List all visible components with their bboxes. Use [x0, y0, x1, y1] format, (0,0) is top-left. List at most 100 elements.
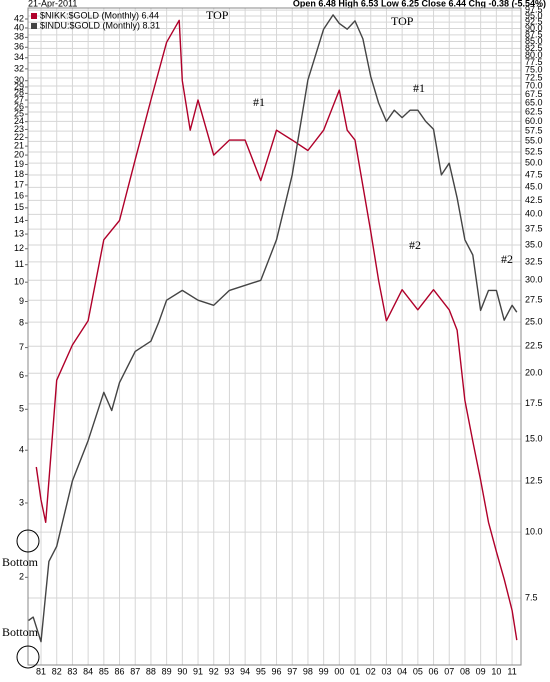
y-tick-label: 18: [14, 169, 24, 179]
x-tick-label: 99: [319, 666, 329, 676]
legend-swatch: [31, 13, 37, 19]
circle-marker: [16, 529, 40, 553]
y-tick-label: 30: [14, 75, 24, 85]
y-tick-label: 11: [15, 259, 24, 269]
x-tick-label: 92: [209, 666, 219, 676]
y2-tick-label: 37.5: [525, 224, 543, 234]
x-tick-label: 08: [460, 666, 470, 676]
y2-tick-label: 52.5: [525, 146, 543, 156]
x-tick-label: 83: [67, 666, 77, 676]
y2-tick-label: 20.0: [525, 368, 543, 378]
legend: $NIKK:$GOLD (Monthly) 6.44$INDU:$GOLD (M…: [31, 10, 160, 30]
annotation: TOP: [391, 14, 414, 28]
y-tick-label: 34: [14, 52, 24, 62]
x-tick-label: 01: [350, 666, 360, 676]
y2-tick-label: 32.5: [525, 256, 543, 266]
y-tick-label: 32: [14, 63, 24, 73]
annotation: #2: [501, 252, 513, 266]
y-tick-label: 26: [14, 101, 24, 111]
y-tick-label: 36: [14, 42, 24, 52]
y2-tick-label: 57.5: [525, 126, 543, 136]
grid: 81 82 83 84 85 86 87 88 89 90 91 92 93 94 95 96 97 98 99 00…: [14, 4, 543, 676]
y-tick-label: 3: [19, 497, 24, 507]
annotation: #2: [409, 238, 421, 252]
y2-tick-label: 50.0: [525, 158, 543, 168]
x-tick-label: 09: [476, 666, 486, 676]
legend-label: $NIKK:$GOLD (Monthly) 6.44: [40, 10, 159, 20]
y2-tick-label: 85.0: [525, 36, 543, 46]
y2-tick-label: 30.0: [525, 275, 543, 285]
y2-tick-label: 45.0: [525, 182, 543, 192]
annotation: TOP: [206, 8, 229, 22]
y2-tick-label: 47.5: [525, 169, 543, 179]
y-tick-label: 5: [19, 404, 24, 414]
y-tick-label: 20: [14, 149, 24, 159]
y-tick-label: 8: [19, 317, 24, 327]
x-tick-label: 98: [303, 666, 313, 676]
y-tick-label: 7: [19, 342, 24, 352]
y-tick-label: 40: [14, 22, 24, 32]
y-tick-label: 16: [14, 190, 24, 200]
x-tick-label: 04: [397, 666, 407, 676]
y-tick-label: 38: [14, 32, 24, 42]
x-tick-label: 91: [193, 666, 203, 676]
chart-date: 21-Apr-2011: [28, 0, 77, 8]
y-tick-label: 27: [14, 94, 24, 104]
y-tick-label: 12: [14, 243, 24, 253]
y2-tick-label: 72.5: [525, 72, 543, 82]
y2-tick-label: 22.5: [525, 341, 543, 351]
y2-tick-label: 7.5: [525, 592, 538, 602]
y2-tick-label: 92.5: [525, 17, 543, 27]
y-tick-label: 17: [14, 179, 24, 189]
plot-series: [28, 14, 518, 643]
y-tick-label: 10: [14, 277, 24, 287]
y2-tick-label: 87.5: [525, 29, 543, 39]
x-tick-label: 05: [413, 666, 423, 676]
y2-tick-label: 12.5: [525, 475, 543, 485]
plot-frame: [27, 7, 522, 666]
y2-tick-label: 67.5: [525, 89, 543, 99]
y2-tick-label: 10.0: [525, 526, 543, 536]
y2-tick-label: 27.5: [525, 295, 543, 305]
y2-tick-label: 17.5: [525, 398, 543, 408]
y-tick-label: 13: [14, 228, 24, 238]
annotation: Bottom: [2, 555, 39, 569]
y2-tick-label: 95.0: [525, 10, 543, 20]
x-tick-label: 84: [83, 666, 93, 676]
x-tick-label: 88: [146, 666, 156, 676]
x-tick-label: 03: [381, 666, 391, 676]
y2-tick-label: 80.0: [525, 50, 543, 60]
y2-tick-label: 60.0: [525, 116, 543, 126]
x-tick-label: 02: [366, 666, 376, 676]
y-tick-label: 22: [14, 132, 24, 142]
x-tick-label: 94: [240, 666, 250, 676]
x-tick-label: 82: [52, 666, 62, 676]
x-tick-label: 89: [162, 666, 172, 676]
y2-tick-label: 62.5: [525, 106, 543, 116]
x-tick-label: 97: [287, 666, 297, 676]
circle-marker: [16, 645, 40, 669]
y-tick-label: 28: [14, 88, 24, 98]
x-tick-label: 93: [224, 666, 234, 676]
y2-tick-label: 77.5: [525, 57, 543, 67]
y2-tick-label: 55.0: [525, 136, 543, 146]
y2-tick-label: 25.0: [525, 316, 543, 326]
x-tick-label: 87: [130, 666, 140, 676]
y-tick-label: 2: [19, 572, 24, 582]
annotation: #1: [413, 81, 425, 95]
y2-tick-label: 97.5: [525, 4, 543, 14]
x-tick-label: 81: [36, 666, 46, 676]
x-tick-label: 06: [429, 666, 439, 676]
y2-tick-label: 15.0: [525, 434, 543, 444]
y-tick-label: 25: [14, 109, 24, 119]
x-tick-label: 96: [272, 666, 282, 676]
y-tick-label: 14: [14, 215, 24, 225]
x-tick-label: 11: [507, 666, 516, 676]
x-tick-label: 95: [256, 666, 266, 676]
y2-tick-label: 40.0: [525, 209, 543, 219]
y-tick-label: 21: [14, 141, 24, 151]
x-tick-label: 85: [99, 666, 109, 676]
y-tick-label: 4: [19, 445, 24, 455]
